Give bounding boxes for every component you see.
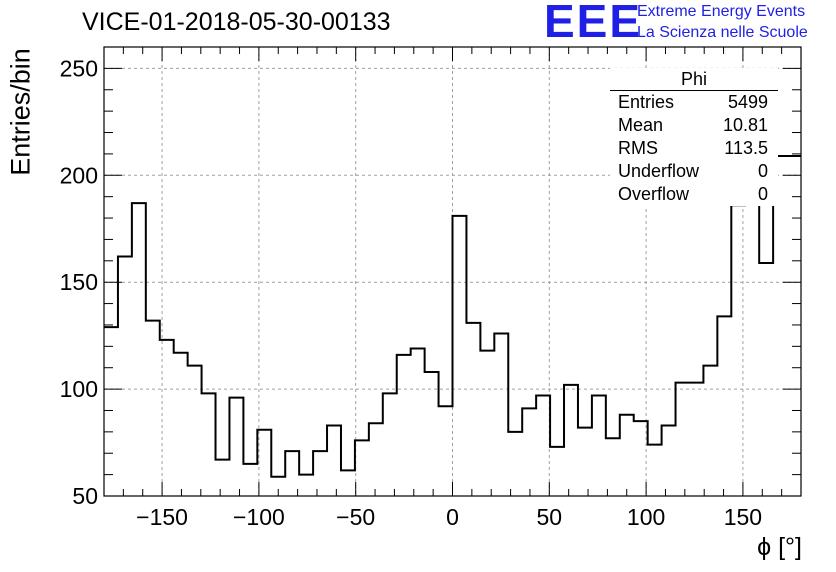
stats-row-underflow: Underflow 0 bbox=[610, 160, 778, 183]
x-tick-label: −150 bbox=[136, 504, 188, 530]
run-title: VICE-01-2018-05-30-00133 bbox=[82, 8, 391, 36]
x-tick-label: 100 bbox=[627, 504, 665, 530]
stats-key: Entries bbox=[618, 92, 675, 112]
stats-row-mean: Mean 10.81 bbox=[610, 114, 778, 137]
stats-value: 0 bbox=[757, 161, 768, 181]
x-tick-label: −50 bbox=[336, 504, 375, 530]
stats-title: Phi bbox=[610, 68, 778, 91]
x-tick-label: 0 bbox=[446, 504, 459, 530]
histogram-series bbox=[104, 75, 801, 478]
stats-value: 10.81 bbox=[722, 115, 768, 135]
eee-logo: EEE bbox=[544, 0, 643, 47]
y-tick-label: 100 bbox=[60, 376, 98, 402]
stats-row-overflow: Overflow 0 bbox=[610, 183, 778, 206]
stats-value: 113.5 bbox=[724, 138, 768, 158]
logo-subtitle-2: La Scienza nelle Scuole bbox=[637, 24, 808, 41]
y-tick-label: 200 bbox=[60, 162, 98, 188]
y-tick-label: 150 bbox=[60, 269, 98, 295]
stats-value: 5499 bbox=[727, 92, 768, 112]
y-tick-label: 50 bbox=[72, 483, 98, 509]
stats-box: Phi Entries 5499 Mean 10.81 RMS 113.5 Un… bbox=[610, 68, 778, 206]
stats-key: RMS bbox=[618, 138, 658, 158]
y-tick-label: 250 bbox=[60, 55, 98, 81]
stats-row-entries: Entries 5499 bbox=[610, 91, 778, 114]
logo-subtitle-1: Extreme Energy Events bbox=[637, 3, 806, 20]
stats-value: 0 bbox=[757, 184, 768, 204]
stats-key: Underflow bbox=[618, 161, 700, 181]
y-axis-label: Entries/bin bbox=[5, 48, 36, 176]
x-tick-label: 150 bbox=[724, 504, 762, 530]
stats-key: Overflow bbox=[618, 184, 690, 204]
stats-row-rms: RMS 113.5 bbox=[610, 137, 778, 160]
x-axis-label: ϕ [°] bbox=[757, 533, 802, 561]
x-tick-label: 50 bbox=[537, 504, 563, 530]
stats-key: Mean bbox=[618, 115, 664, 135]
plot-frame bbox=[103, 46, 802, 497]
x-tick-label: −100 bbox=[233, 504, 285, 530]
